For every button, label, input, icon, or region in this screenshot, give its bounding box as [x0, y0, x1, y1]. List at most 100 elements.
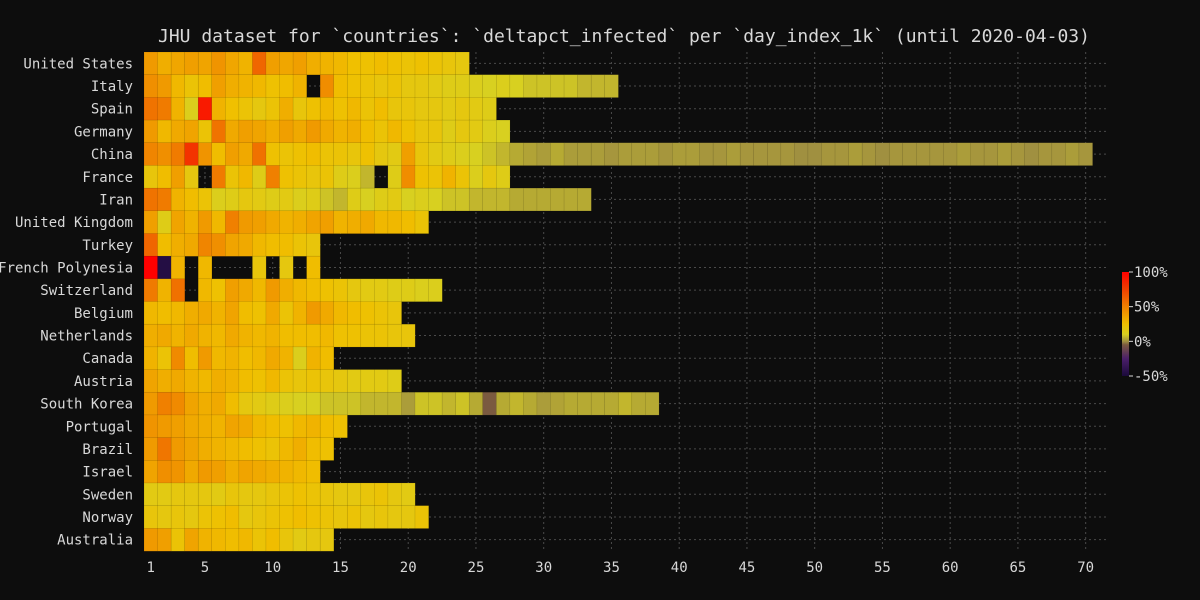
- heatmap-cell: [983, 142, 999, 166]
- heatmap-cell: [184, 414, 199, 439]
- heatmap-cell: [550, 142, 565, 166]
- y-tick-label: French Polynesia: [0, 260, 133, 276]
- y-tick-label: South Korea: [40, 397, 133, 413]
- heatmap-cell: [360, 97, 375, 121]
- heatmap-cell: [265, 301, 280, 325]
- heatmap-cell: [225, 482, 240, 507]
- heatmap-cell: [401, 391, 416, 416]
- heatmap-cell: [143, 74, 158, 98]
- heatmap-cell: [292, 391, 308, 416]
- heatmap-cell: [563, 74, 579, 98]
- heatmap-cell: [401, 187, 416, 212]
- heatmap-cell: [739, 142, 755, 166]
- heatmap-cell: [374, 142, 389, 166]
- heatmap-cell: [211, 369, 226, 393]
- heatmap-cell: [468, 187, 484, 212]
- heatmap-cell: [143, 97, 158, 121]
- heatmap-cell: [225, 460, 240, 484]
- heatmap-cell: [252, 97, 267, 121]
- heatmap-cell: [387, 482, 402, 507]
- heatmap-cell: [428, 187, 443, 212]
- heatmap-cell: [225, 74, 240, 98]
- heatmap-cell: [143, 233, 158, 257]
- heatmap-cell: [387, 323, 402, 348]
- heatmap-cell: [374, 369, 389, 393]
- heatmap-cell: [238, 210, 253, 234]
- heatmap-cell: [279, 460, 294, 484]
- heatmap-cell: [225, 165, 240, 189]
- heatmap-cell: [943, 142, 958, 166]
- heatmap-cell: [319, 391, 335, 416]
- y-tick-label: Italy: [91, 79, 133, 95]
- heatmap-cell: [238, 142, 253, 166]
- heatmap-cell: [455, 187, 470, 212]
- heatmap-cell: [496, 119, 511, 144]
- heatmap-cell: [252, 437, 267, 461]
- heatmap-cell: [292, 437, 308, 461]
- heatmap-cell: [184, 233, 199, 257]
- heatmap-cell: [211, 323, 226, 348]
- heatmap-cell: [292, 233, 308, 257]
- heatmap-cell: [143, 391, 158, 416]
- heatmap-cell: [306, 460, 321, 484]
- heatmap-cell: [441, 97, 457, 121]
- heatmap-cell: [387, 97, 402, 121]
- heatmap-cell: [319, 51, 335, 76]
- heatmap-cell: [225, 414, 240, 439]
- heatmap-cell: [306, 346, 321, 370]
- heatmap-cell: [292, 323, 308, 348]
- heatmap-cell: [238, 278, 253, 302]
- heatmap-cell: [238, 119, 253, 144]
- heatmap-cell: [387, 369, 402, 393]
- y-tick-label: Australia: [57, 533, 133, 549]
- y-tick-label: Netherlands: [40, 329, 133, 345]
- heatmap-cell: [252, 165, 267, 189]
- heatmap-cell: [170, 482, 186, 507]
- heatmap-cell: [143, 51, 158, 76]
- heatmap-cell: [441, 165, 457, 189]
- chart-title: JHU dataset for `countries`: `deltapct_i…: [158, 26, 1090, 47]
- heatmap-cell: [197, 278, 213, 302]
- colorbar: 100% 50% 0% -50%: [1122, 265, 1168, 385]
- y-tick-label: Canada: [82, 351, 133, 367]
- heatmap-cell: [360, 142, 375, 166]
- heatmap-cell: [319, 505, 335, 529]
- heatmap-cell: [197, 74, 213, 98]
- heatmap-cell: [658, 142, 673, 166]
- heatmap-cell: [184, 482, 199, 507]
- heatmap-cell: [211, 460, 226, 484]
- heatmap-cell: [306, 391, 321, 416]
- heatmap-cell: [699, 142, 714, 166]
- heatmap-cell: [157, 460, 172, 484]
- heatmap-cell: [428, 119, 443, 144]
- heatmap-cell: [333, 482, 348, 507]
- heatmap-cell: [157, 97, 172, 121]
- heatmap-cell: [401, 323, 416, 348]
- heatmap-cell: [170, 51, 186, 76]
- heatmap-cell: [509, 391, 524, 416]
- heatmap-cell: [184, 528, 199, 552]
- heatmap-cell: [252, 255, 267, 280]
- heatmap-cell: [292, 142, 308, 166]
- heatmap-cell: [197, 505, 213, 529]
- heatmap-cell: [374, 119, 389, 144]
- heatmap-cell: [441, 142, 457, 166]
- heatmap-cell: [252, 142, 267, 166]
- heatmap-cell: [346, 505, 362, 529]
- heatmap-cell: [279, 505, 294, 529]
- heatmap-cell: [252, 460, 267, 484]
- heatmap-cell: [252, 210, 267, 234]
- heatmap-cell: [211, 391, 226, 416]
- heatmap-cell: [956, 142, 971, 166]
- colorbar-tick-label: -50%: [1134, 369, 1168, 385]
- heatmap-cell: [211, 97, 226, 121]
- heatmap-cell: [401, 97, 416, 121]
- x-tick-label: 65: [1009, 560, 1026, 576]
- heatmap-cell: [346, 301, 362, 325]
- heatmap-cell: [346, 165, 362, 189]
- heatmap-cell: [834, 142, 850, 166]
- heatmap-cell: [184, 391, 199, 416]
- heatmap-cell: [401, 51, 416, 76]
- heatmap-cell: [170, 528, 186, 552]
- x-tick-label: 60: [942, 560, 959, 576]
